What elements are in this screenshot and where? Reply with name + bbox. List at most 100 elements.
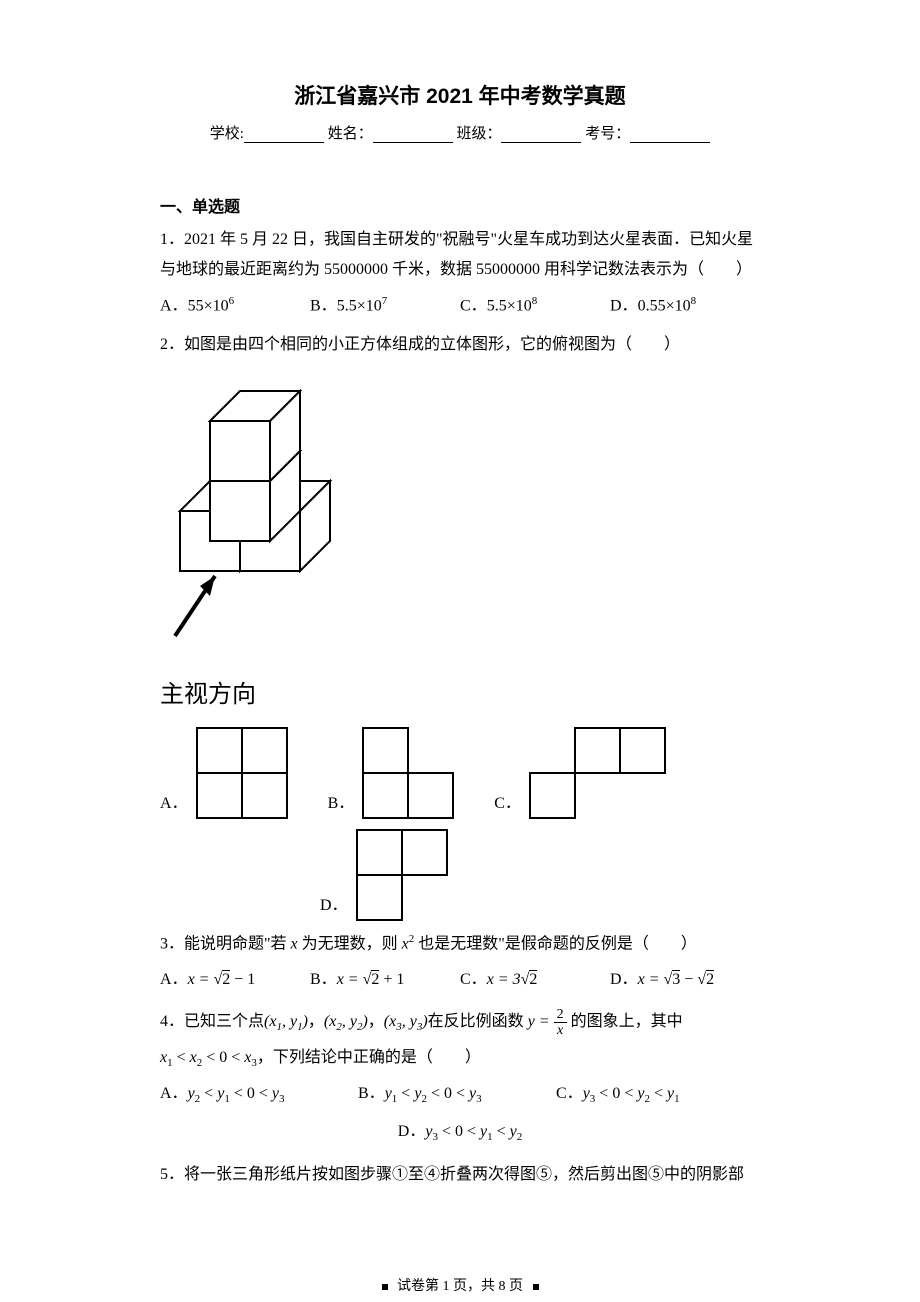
q3-c-pre: x = 3	[487, 971, 521, 988]
q4-text-line2: x1 < x2 < 0 < x3，下列结论中正确的是（ ）	[160, 1040, 760, 1075]
q4-c-y3: y	[583, 1085, 590, 1102]
q1-a-label: A．	[160, 297, 188, 314]
q2-option-a: A．	[160, 727, 288, 819]
q3-d-pre: x =	[638, 971, 664, 988]
q2-options-row1: A． B． C．	[160, 727, 760, 819]
q2-d-label: D．	[320, 891, 348, 921]
class-label: 班级：	[456, 126, 501, 142]
q4-p2y: y	[350, 1013, 357, 1030]
question-1: 1．2021 年 5 月 22 日，我国自主研发的"祝融号"火星车成功到达火星表…	[160, 225, 760, 322]
name-label: 姓名：	[328, 126, 373, 142]
q4-c-lt1: < 0 <	[595, 1085, 637, 1102]
examno-label: 考号：	[585, 126, 630, 142]
q1-d-exp: 8	[691, 295, 697, 307]
q2-b-grid	[362, 727, 454, 819]
q4-pre: 4．已知三个点	[160, 1013, 264, 1030]
q2-d-grid	[356, 829, 448, 921]
q4-a-y3: y	[272, 1085, 279, 1102]
q1-c-exp: 8	[532, 295, 538, 307]
q2-a-grid	[196, 727, 288, 819]
examno-blank	[630, 127, 710, 143]
question-5: 5．将一张三角形纸片按如图步骤①至④折叠两次得图⑤，然后剪出图⑤中的阴影部	[160, 1160, 760, 1190]
q4-c-s1: 1	[674, 1093, 680, 1105]
q2-text: 2．如图是由四个相同的小正方体组成的立体图形，它的俯视图为（ ）	[160, 330, 760, 360]
q4-b-lt1: <	[397, 1085, 414, 1102]
q3-var2: x	[402, 936, 409, 953]
q3-a-label: A．	[160, 971, 188, 988]
q4-option-b: B．y1 < y2 < 0 < y3	[358, 1075, 556, 1113]
q1-option-a: A．55×106	[160, 290, 310, 322]
q3-b-pre: x =	[337, 971, 363, 988]
question-2: 2．如图是由四个相同的小正方体组成的立体图形，它的俯视图为（ ）	[160, 330, 760, 921]
q1-c-base: 5.5×10	[487, 297, 532, 314]
q3-d-sqrt2: 2	[706, 970, 714, 988]
q4-p1s1: 1	[276, 1021, 282, 1033]
q4-p3y: y	[410, 1013, 417, 1030]
q4-option-d: D．y3 < 0 < y1 < y2	[160, 1113, 760, 1151]
q4-post: 的图象上，其中	[567, 1013, 683, 1030]
q4-d-lt1: < 0 <	[438, 1123, 480, 1140]
q4-text-line1: 4．已知三个点(x1, y1)，(x2, y2)，(x3, y3)在反比例函数 …	[160, 1004, 760, 1039]
exam-title: 浙江省嘉兴市 2021 年中考数学真题	[160, 80, 760, 110]
q3-mid1: 为无理数，则	[298, 936, 402, 953]
q3-c-label: C．	[460, 971, 487, 988]
q4-clt1: <	[173, 1049, 190, 1066]
q3-d-mid: −	[680, 971, 697, 988]
q1-c-label: C．	[460, 297, 487, 314]
q4-c1: ，	[308, 1013, 324, 1030]
q4-mid: 在反比例函数	[428, 1013, 528, 1030]
q4-d-s2: 2	[517, 1132, 523, 1144]
q4-b-y1: y	[385, 1085, 392, 1102]
q4-d-y2: y	[510, 1123, 517, 1140]
q4-c-lt2: <	[650, 1085, 667, 1102]
q3-b-label: B．	[310, 971, 337, 988]
q1-options: A．55×106 B．5.5×107 C．5.5×108 D．0.55×108	[160, 290, 760, 322]
q4-clt2: < 0 <	[202, 1049, 244, 1066]
q4-a-s3: 3	[279, 1093, 285, 1105]
q4-d-label: D．	[398, 1123, 426, 1140]
name-blank	[373, 127, 453, 143]
q2-c-label: C．	[494, 789, 521, 819]
q4-a-lt2: < 0 <	[230, 1085, 272, 1102]
q3-option-a: A．x = √2 − 1	[160, 964, 310, 996]
q4-b-s3: 3	[476, 1093, 482, 1105]
q3-post: 也是无理数"是假命题的反例是（ ）	[414, 936, 697, 953]
q4-b-label: B．	[358, 1085, 385, 1102]
q3-d-label: D．	[610, 971, 638, 988]
q4-fden: x	[554, 1023, 567, 1038]
q4-p1y: y	[290, 1013, 297, 1030]
q5-text: 5．将一张三角形纸片按如图步骤①至④折叠两次得图⑤，然后剪出图⑤中的阴影部	[160, 1160, 760, 1190]
q2-cube-figure: 主视方向	[160, 371, 760, 718]
q4-p2s2: 2	[357, 1021, 363, 1033]
q3-c-sqrt: 2	[529, 970, 537, 988]
q1-text: 1．2021 年 5 月 22 日，我国自主研发的"祝融号"火星车成功到达火星表…	[160, 225, 760, 286]
q4-option-a: A．y2 < y1 < 0 < y3	[160, 1075, 358, 1113]
footer-text: 试卷第 1 页，共 8 页	[397, 1279, 523, 1294]
q4-fnum: 2	[554, 1007, 567, 1023]
q3-option-c: C．x = 3√2	[460, 964, 610, 996]
q4-options: A．y2 < y1 < 0 < y3 B．y1 < y2 < 0 < y3 C．…	[160, 1075, 760, 1152]
q4-cpost: ，下列结论中正确的是（ ）	[257, 1049, 481, 1066]
q4-c-label: C．	[556, 1085, 583, 1102]
q4-p3s2: 3	[417, 1021, 423, 1033]
q4-d-lt2: <	[493, 1123, 510, 1140]
q4-p1s2: 1	[297, 1021, 303, 1033]
q3-options: A．x = √2 − 1 B．x = √2 + 1 C．x = 3√2 D．x …	[160, 964, 760, 996]
q4-a-label: A．	[160, 1085, 188, 1102]
q1-b-label: B．	[310, 297, 337, 314]
q2-c-grid	[529, 727, 666, 819]
student-info-line: 学校: 姓名： 班级： 考号：	[160, 122, 760, 143]
q4-p2s1: 2	[336, 1021, 342, 1033]
q1-b-base: 5.5×10	[337, 297, 382, 314]
q4-p3s1: 3	[396, 1021, 402, 1033]
q2-option-b: B．	[328, 727, 455, 819]
q1-option-c: C．5.5×108	[460, 290, 610, 322]
q4-option-c: C．y3 < 0 < y2 < y1	[556, 1075, 754, 1113]
class-blank	[501, 127, 581, 143]
q3-a-pre: x =	[188, 971, 214, 988]
section-1-header: 一、单选题	[160, 193, 760, 217]
q4-lhs: y =	[528, 1013, 554, 1030]
q3-b-post: + 1	[379, 971, 404, 988]
q2-a-label: A．	[160, 789, 188, 819]
q1-b-exp: 7	[382, 295, 388, 307]
